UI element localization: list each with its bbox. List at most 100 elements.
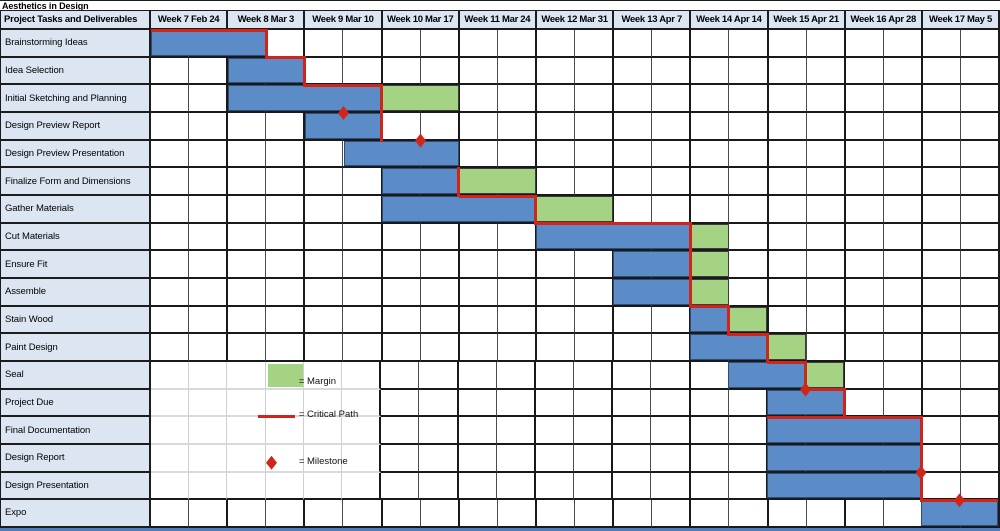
grid-cell <box>497 57 537 86</box>
grid-cell <box>883 168 923 196</box>
grid-cell <box>303 472 342 501</box>
grid-cell <box>575 112 615 141</box>
grid-cell <box>497 500 537 528</box>
task-bar <box>767 417 921 443</box>
grid-cell <box>614 140 653 169</box>
grid-cell <box>883 223 923 252</box>
grid-cell <box>459 334 498 362</box>
grid-cell <box>614 168 653 196</box>
grid-cell <box>768 112 807 141</box>
gantt-row <box>151 472 999 501</box>
grid-cell <box>382 500 421 528</box>
grid-cell <box>691 57 730 86</box>
grid-cell <box>575 334 615 362</box>
grid-cell <box>960 195 999 224</box>
grid-cell <box>922 223 961 252</box>
grid-cell <box>151 195 190 224</box>
task-label: Ensure Fit <box>0 251 151 279</box>
grid-cell <box>151 417 190 445</box>
grid-cell <box>305 251 344 279</box>
grid-cell <box>189 500 229 528</box>
grid-cell <box>575 57 615 86</box>
grid-cell <box>343 30 383 58</box>
grid-cell <box>266 30 306 58</box>
grid-cell <box>922 168 961 196</box>
grid-cell <box>652 30 692 58</box>
grid-cell <box>768 57 807 86</box>
task-bar <box>151 30 267 56</box>
grid-cell <box>228 168 267 196</box>
grid-cell <box>151 223 190 252</box>
grid-cell <box>189 306 229 335</box>
grid-cell <box>729 30 769 58</box>
grid-cell <box>845 500 884 528</box>
grid-cell <box>382 57 421 86</box>
grid-cell <box>651 417 691 445</box>
grid-cell <box>729 112 769 141</box>
gantt-row <box>151 500 999 528</box>
grid-cell <box>303 417 342 445</box>
grid-cell <box>227 361 266 390</box>
task-column: Project Tasks and Deliverables Brainstor… <box>0 10 151 528</box>
grid-cell <box>691 195 730 224</box>
grid-cell <box>960 472 999 501</box>
grid-cell <box>266 112 306 141</box>
grid-cell <box>305 140 344 169</box>
corner-header: Project Tasks and Deliverables <box>0 10 151 30</box>
grid-cell <box>459 140 498 169</box>
grid-cell <box>420 500 460 528</box>
grid-cell <box>960 30 999 58</box>
task-label: Stain Wood <box>0 306 151 335</box>
grid-cell <box>496 361 536 390</box>
task-label: Brainstorming Ideas <box>0 30 151 58</box>
grid-cell <box>228 223 267 252</box>
week-header-cell: Week 14 Apr 14 <box>691 11 769 30</box>
gantt-row <box>151 278 999 307</box>
grid-cell <box>922 30 961 58</box>
grid-cell <box>381 417 420 445</box>
task-label: Design Presentation <box>0 472 151 501</box>
grid-cell <box>922 472 961 501</box>
gantt-row <box>151 195 999 224</box>
grid-cell <box>690 472 729 501</box>
grid-cell <box>341 417 382 445</box>
margin-bar <box>690 223 729 250</box>
grid-cell <box>382 278 421 307</box>
grid-cell <box>613 472 652 501</box>
gantt-row <box>151 361 999 390</box>
grid-cell <box>883 30 923 58</box>
grid-cell <box>305 500 344 528</box>
grid-cell <box>305 278 344 307</box>
task-label: Cut Materials <box>0 223 151 252</box>
week-header-cell: Week 10 Mar 17 <box>382 11 460 30</box>
grid-cell <box>651 389 691 418</box>
title-row: Aesthetics in Design <box>0 0 1000 11</box>
grid-cell <box>883 195 923 224</box>
gantt-row <box>151 168 999 196</box>
grid-cell <box>535 417 575 445</box>
gantt-row <box>151 140 999 169</box>
grid-cell <box>768 223 807 252</box>
margin-bar <box>767 334 806 360</box>
grid-cell <box>883 278 923 307</box>
grid-cell <box>614 57 653 86</box>
week-header-cell: Week 15 Apr 21 <box>768 11 846 30</box>
grid-cell <box>613 417 652 445</box>
grid-cell <box>614 85 653 113</box>
grid-cell <box>420 57 460 86</box>
grid-cell <box>960 140 999 169</box>
grid-cell <box>652 306 692 335</box>
grid-cell <box>806 168 846 196</box>
grid-cell <box>806 85 846 113</box>
grid-cell <box>922 361 961 390</box>
grid-cell <box>266 168 306 196</box>
grid-cell <box>497 112 537 141</box>
grid-cell <box>189 112 229 141</box>
task-bar <box>343 140 459 167</box>
grid-cell <box>189 361 228 390</box>
grid-cell <box>536 306 576 335</box>
grid-cell <box>496 417 536 445</box>
grid-cell <box>266 334 306 362</box>
grid-cell <box>922 140 961 169</box>
grid-cell <box>419 389 459 418</box>
